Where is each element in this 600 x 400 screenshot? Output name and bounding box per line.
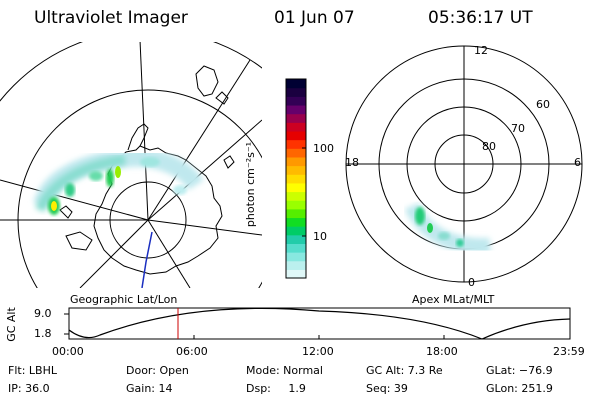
colorbar-segment <box>286 79 306 89</box>
x-tick-0000: 00:00 <box>52 345 84 358</box>
colorbar-segment <box>286 130 306 141</box>
altitude-y-tick-9: 9.0 <box>34 307 52 320</box>
colorbar-segment <box>286 217 306 227</box>
geographic-map <box>0 42 262 288</box>
colorbar-segment <box>286 96 306 106</box>
colorbar-segment <box>286 252 306 262</box>
x-tick-0600: 06:00 <box>176 345 208 358</box>
time-label: 05:36:17 UT <box>428 8 533 28</box>
info-dsp: Dsp: 1.9 <box>246 382 306 395</box>
colorbar-segment <box>286 260 306 270</box>
info-glat: GLat: −76.9 <box>486 364 553 377</box>
colorbar-segment <box>286 165 306 175</box>
colorbar-segment <box>286 200 306 210</box>
colorbar-segment <box>286 234 306 244</box>
colorbar-unit-label: photon cm⁻²s⁻¹ <box>244 141 258 228</box>
colorbar-segment <box>286 243 306 253</box>
colorbar <box>285 78 307 279</box>
info-glon: GLon: 251.9 <box>486 382 553 395</box>
colorbar-segment <box>286 148 306 158</box>
colorbar-segment <box>286 122 306 132</box>
info-gc-alt: GC Alt: 7.3 Re <box>366 364 443 377</box>
colorbar-segment <box>286 182 306 193</box>
x-tick-1800: 18:00 <box>426 345 458 358</box>
mlt-label-0: 0 <box>468 276 475 289</box>
altitude-y-tick-1-8: 1.8 <box>34 327 52 340</box>
colorbar-segment <box>286 269 306 279</box>
aurora-emission-apex <box>404 202 491 255</box>
satellite-track <box>141 231 153 288</box>
mlt-label-6: 6 <box>574 156 581 169</box>
x-tick-2359: 23:59 <box>553 345 585 358</box>
apex-map <box>345 45 583 283</box>
x-tick-1200: 12:00 <box>302 345 334 358</box>
left-map-label: Geographic Lat/Lon <box>70 293 178 306</box>
right-map-label: Apex MLat/MLT <box>412 293 495 306</box>
colorbar-segment <box>286 174 306 184</box>
altitude-curve <box>68 307 571 340</box>
mlat-label-60: 60 <box>536 98 550 111</box>
mlat-label-70: 70 <box>511 122 525 135</box>
info-mode: Mode: Normal <box>246 364 323 377</box>
info-seq: Seq: 39 <box>366 382 408 395</box>
mlat-label-80: 80 <box>482 140 496 153</box>
colorbar-segment <box>286 226 306 236</box>
mlt-label-12: 12 <box>474 44 488 57</box>
altitude-plot <box>64 307 571 340</box>
info-ip: IP: 36.0 <box>8 382 50 395</box>
aurora-emission-geo <box>33 148 204 215</box>
colorbar-segment <box>286 87 306 97</box>
colorbar-tick-10: 10 <box>313 230 327 243</box>
info-door: Door: Open <box>126 364 189 377</box>
colorbar-segment <box>286 104 306 115</box>
colorbar-segment <box>286 191 306 201</box>
altitude-y-label: GC Alt <box>4 307 18 342</box>
colorbar-tick-100: 100 <box>313 142 334 155</box>
mlt-label-18: 18 <box>345 156 359 169</box>
date-label: 01 Jun 07 <box>274 8 355 28</box>
colorbar-segment <box>286 113 306 123</box>
colorbar-segment <box>286 208 306 219</box>
info-flt: Flt: LBHL <box>8 364 57 377</box>
instrument-title: Ultraviolet Imager <box>34 8 188 28</box>
info-gain: Gain: 14 <box>126 382 173 395</box>
colorbar-segment <box>286 139 306 149</box>
colorbar-segment <box>286 156 306 167</box>
